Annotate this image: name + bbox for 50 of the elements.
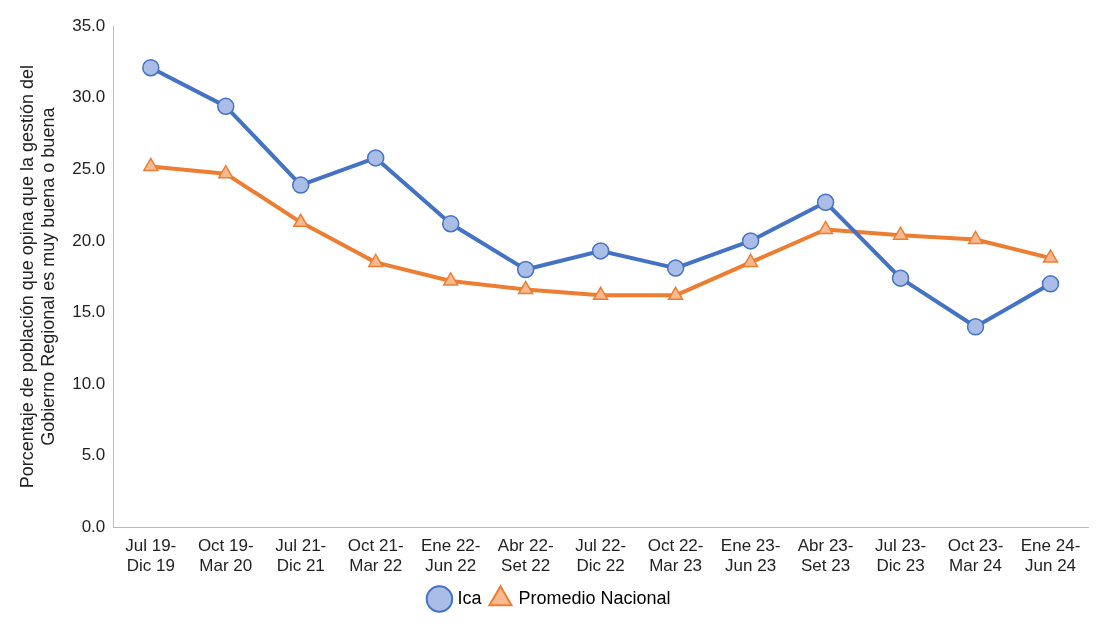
x-tick-label: Abr 22-Set 22	[497, 536, 554, 576]
point	[441, 214, 460, 233]
point	[592, 286, 609, 301]
point	[291, 176, 310, 194]
legend-label: Ica	[457, 587, 483, 608]
point	[967, 230, 984, 245]
point	[1042, 249, 1059, 263]
point	[816, 193, 835, 212]
point	[1041, 275, 1060, 293]
point	[817, 220, 834, 235]
point	[217, 97, 235, 116]
x-tick-label: Ene 24-Jun 24	[1020, 536, 1081, 576]
x-tick-label: Abr 23-Set 23	[797, 536, 854, 576]
y-axis-title: Porcentaje de población que opina que la gestión del Gobierno Regional es muy buena o buena	[16, 65, 59, 489]
point	[966, 318, 985, 336]
x-tick-label: Oct 21-Mar 22	[347, 536, 404, 576]
y-tick-label: 20.0	[72, 230, 106, 250]
point	[293, 213, 309, 228]
point	[517, 280, 534, 295]
x-tick-label: Jul 23-Dic 23	[875, 536, 927, 576]
point	[143, 157, 159, 172]
legend-label: Promedio Nacional	[518, 587, 671, 608]
y-tick-label: 15.0	[72, 302, 106, 322]
point	[591, 242, 610, 260]
point	[218, 164, 234, 179]
point	[142, 58, 160, 77]
y-tick-label: 25.0	[72, 159, 106, 179]
y-tick-label: 0.0	[81, 516, 106, 536]
x-tick-label: Ene 23-Jun 23	[720, 536, 781, 576]
point	[366, 149, 385, 167]
point	[892, 226, 909, 240]
point	[742, 253, 759, 268]
x-tick-label: Oct 23-Mar 24	[947, 536, 1004, 576]
point	[666, 259, 685, 277]
x-tick-label: Jul 19-Dic 19	[125, 536, 177, 576]
point	[667, 286, 684, 301]
point	[891, 269, 910, 287]
point	[368, 253, 384, 268]
y-tick-label: 5.0	[81, 445, 106, 465]
x-tick-label: Oct 19-Mar 20	[197, 536, 254, 576]
x-tick-label: Jul 21-Dic 21	[275, 536, 327, 576]
y-tick-label: 30.0	[72, 87, 106, 107]
x-tick-label: Ene 22-Jun 22	[420, 536, 481, 576]
y-tick-label: 35.0	[72, 15, 106, 35]
point	[741, 232, 760, 250]
point	[516, 260, 535, 279]
x-tick-label: Oct 22-Mar 23	[647, 536, 704, 576]
y-tick-label: 10.0	[72, 373, 106, 393]
point	[443, 272, 459, 286]
x-tick-label: Jul 22-Dic 22	[575, 536, 627, 576]
